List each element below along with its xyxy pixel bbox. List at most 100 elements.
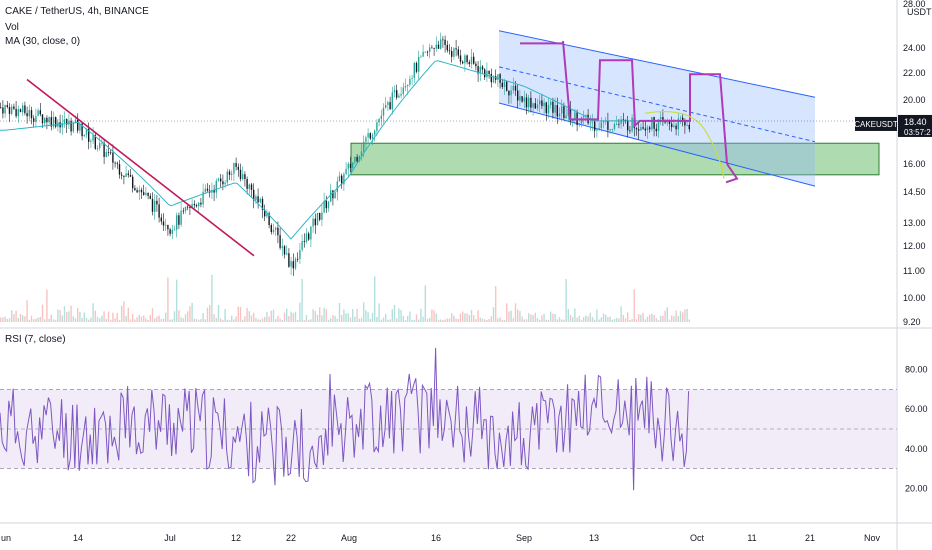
ma-line-path (0, 60, 690, 240)
volume-bar (246, 307, 248, 322)
candle-body (444, 39, 446, 45)
projection-curve[interactable] (644, 110, 725, 179)
volume-bar (169, 319, 171, 322)
volume-bar (536, 317, 539, 322)
volume-bar (88, 319, 90, 322)
volume-bars (0, 274, 690, 322)
candle-body (552, 101, 554, 113)
volume-bar (321, 315, 323, 322)
candle-body (532, 103, 534, 108)
symbol-title[interactable]: CAKE / TetherUS, 4h, BINANCE (5, 6, 149, 17)
volume-bar (688, 319, 690, 322)
candle-body (642, 127, 644, 129)
time-axis[interactable]: un 14 Jul 12 22 Aug 16 Sep 13 Oct 11 21 Nov (1, 533, 880, 543)
downtrend-line[interactable] (26, 78, 255, 257)
volume-bar (594, 319, 596, 322)
candle-body (475, 63, 477, 67)
volume-bar (257, 319, 259, 322)
channel-mid-line[interactable] (498, 66, 816, 143)
candle-body (132, 176, 134, 189)
price-tick-label: 12.00 (903, 241, 926, 251)
price-badge-countdown: 03:57:2 (904, 128, 931, 137)
candle-body (554, 105, 556, 113)
volume-bar (396, 318, 398, 322)
rsi-axis[interactable]: 80.00 60.00 40.00 20.00 (905, 365, 928, 494)
candle-body (314, 218, 316, 226)
descending-channel[interactable] (498, 30, 816, 187)
candle-body (457, 49, 459, 56)
rsi-label[interactable]: RSI (7, close) (5, 334, 66, 345)
candle-body (140, 189, 143, 193)
channel-lower-line[interactable] (498, 102, 816, 187)
candle-body (338, 175, 341, 182)
volume-bar (367, 312, 369, 322)
candle-body (213, 190, 215, 193)
candle-body (424, 51, 426, 53)
volume-bar (114, 318, 116, 322)
volume-bar (145, 318, 147, 322)
volume-bar (442, 319, 444, 322)
candle-body (187, 206, 189, 208)
volume-bar (13, 314, 15, 322)
candle-body (336, 181, 338, 193)
volume-bar (519, 311, 521, 322)
projection-arrowhead[interactable] (725, 163, 739, 184)
support-zone-rect[interactable] (350, 142, 880, 176)
volume-bar (451, 313, 453, 322)
volume-bar (35, 318, 37, 322)
volume-bar (470, 310, 473, 322)
volume-label[interactable]: Vol (5, 22, 19, 33)
volume-bar (607, 317, 609, 322)
candle-body (591, 121, 594, 123)
channel-upper-line[interactable] (498, 30, 816, 98)
volume-bar (268, 316, 270, 322)
pattern-projection-path[interactable] (562, 40, 728, 164)
volume-bar (182, 318, 184, 322)
volume-bar (457, 318, 459, 322)
volume-bar (552, 313, 554, 322)
candle-body (525, 97, 528, 108)
candle-body (171, 229, 173, 234)
price-axis[interactable]: 28.0024.0022.0020.0018.0016.0014.5013.00… (903, 0, 932, 327)
rsi-pane (0, 347, 897, 491)
volume-bar (556, 319, 558, 322)
candle-body (684, 121, 686, 126)
volume-bar (281, 319, 283, 322)
downtrend-line-segment[interactable] (26, 78, 255, 257)
candle-body (673, 125, 675, 128)
candle-body (165, 224, 167, 226)
candle-body (297, 258, 299, 260)
candle-body (149, 195, 151, 199)
candle-body (682, 117, 684, 122)
pattern-drawings[interactable] (520, 40, 739, 184)
support-zone[interactable] (350, 142, 880, 176)
candle-body (325, 200, 327, 209)
candle-body (433, 47, 435, 49)
volume-bar (85, 318, 88, 322)
candle-body (105, 152, 107, 157)
symbol-badge-text: CAKEUSDT (854, 120, 898, 129)
candle-body (455, 48, 457, 50)
volume-bar (94, 310, 96, 322)
volume-bar (105, 318, 107, 322)
volume-bar (466, 313, 468, 322)
candle-body (589, 122, 591, 124)
candle-body (162, 221, 165, 226)
volume-bar (173, 311, 176, 322)
candle-body (352, 162, 354, 168)
candle-body (217, 178, 220, 181)
volume-bar (28, 319, 30, 322)
time-tick-label: 16 (431, 533, 441, 543)
candle-body (668, 120, 671, 124)
candle-body (649, 127, 651, 130)
candle-body (24, 105, 26, 114)
price-unit-label: USDT (907, 7, 932, 17)
volume-bar (211, 274, 213, 322)
ma-label[interactable]: MA (30, close, 0) (5, 36, 81, 47)
volume-bar (675, 310, 677, 322)
volume-bar (160, 318, 162, 322)
candle-body (48, 117, 50, 123)
candle-body (369, 133, 371, 139)
volume-bar (112, 312, 114, 322)
